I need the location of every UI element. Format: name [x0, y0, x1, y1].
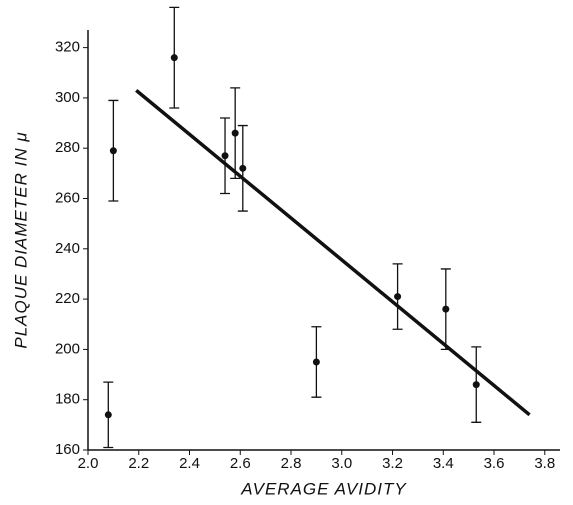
x-axis-title: AVERAGE AVIDITY — [240, 479, 407, 498]
point — [239, 164, 247, 172]
x-tick-label: 3.2 — [382, 455, 403, 472]
x-tick-label: 2.6 — [230, 455, 251, 472]
x-tick-label: 2.4 — [179, 455, 200, 472]
x-tick-label: 2.8 — [281, 455, 302, 472]
point — [312, 358, 320, 366]
point — [231, 129, 239, 137]
y-tick-label: 280 — [55, 139, 80, 156]
y-tick-label: 180 — [55, 391, 80, 408]
y-tick-label: 160 — [55, 441, 80, 458]
y-tick-label: 220 — [55, 290, 80, 307]
y-tick-label: 300 — [55, 89, 80, 106]
point — [472, 381, 480, 389]
regression-line — [135, 89, 531, 417]
x-tick-label: 3.0 — [331, 455, 352, 472]
point — [104, 411, 112, 419]
y-tick-label: 260 — [55, 189, 80, 206]
x-tick-label: 3.4 — [433, 455, 454, 472]
y-tick-label: 240 — [55, 240, 80, 257]
y-tick-label: 320 — [55, 39, 80, 56]
point — [109, 147, 117, 155]
point — [442, 305, 450, 313]
x-tick-label: 3.8 — [534, 455, 555, 472]
point — [394, 293, 402, 301]
y-axis-title: PLAQUE DIAMETER IN μ — [11, 131, 30, 348]
x-tick-label: 3.6 — [484, 455, 505, 472]
point — [221, 152, 229, 160]
x-tick-label: 2.2 — [128, 455, 149, 472]
point — [170, 54, 178, 62]
y-tick-label: 200 — [55, 340, 80, 357]
x-tick-label: 2.0 — [78, 455, 99, 472]
